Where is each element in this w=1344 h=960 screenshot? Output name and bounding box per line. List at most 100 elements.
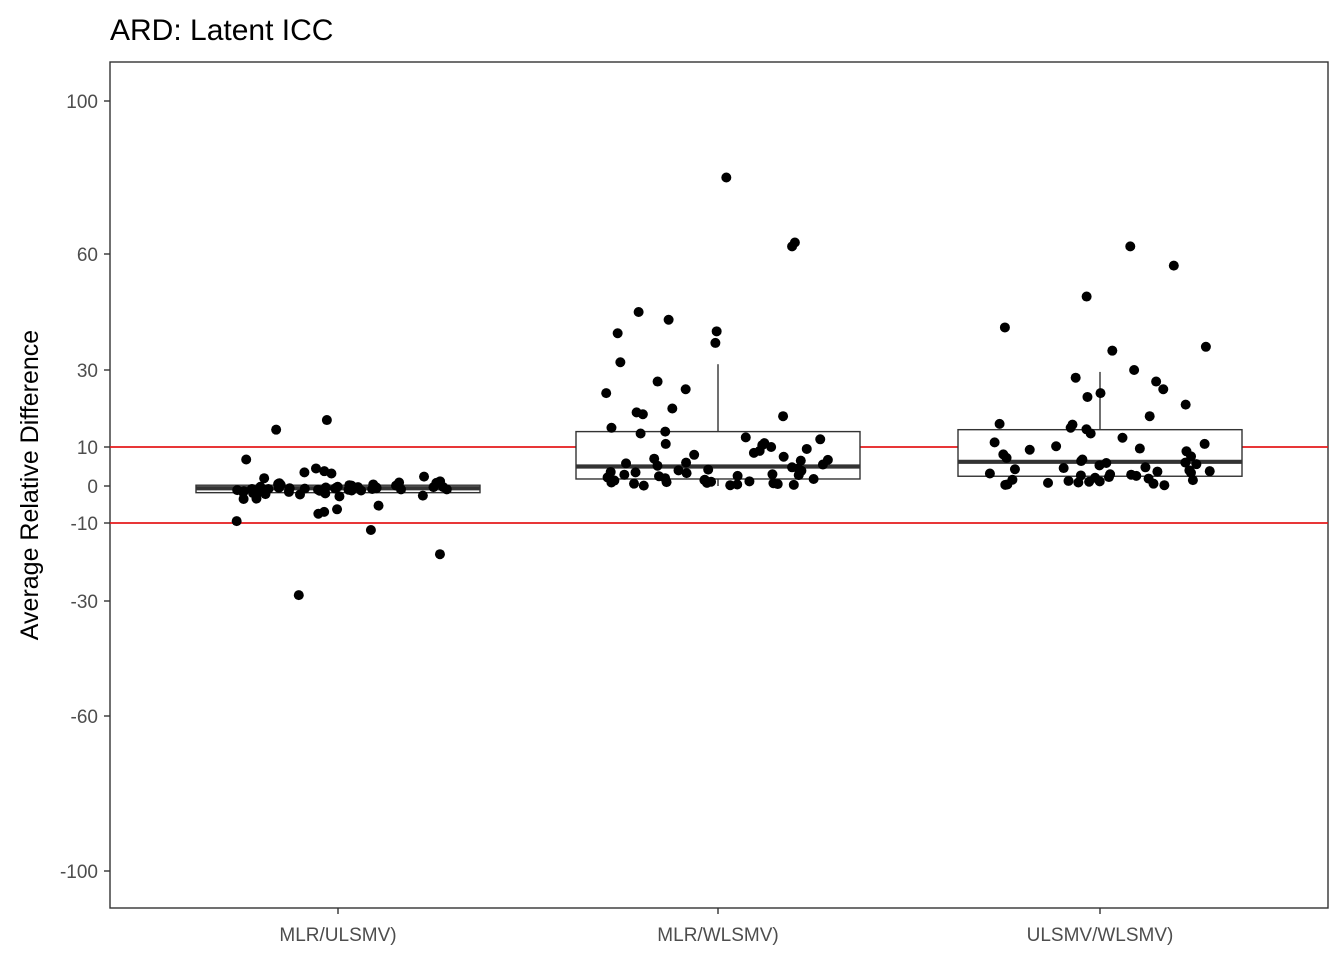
- data-point: [680, 384, 691, 395]
- data-point: [1204, 466, 1215, 477]
- data-point: [1184, 465, 1195, 476]
- data-point: [1140, 462, 1151, 473]
- y-tick-label: -100: [60, 862, 98, 883]
- data-point: [1105, 469, 1116, 480]
- data-point: [1094, 460, 1105, 471]
- data-point: [1168, 260, 1179, 271]
- data-point: [654, 471, 665, 482]
- data-point: [637, 409, 648, 420]
- data-point: [609, 475, 620, 486]
- data-point: [273, 482, 284, 493]
- data-point: [661, 477, 672, 488]
- data-point: [1125, 241, 1136, 252]
- data-point: [808, 473, 819, 484]
- data-point: [795, 455, 806, 466]
- data-point: [1095, 388, 1106, 399]
- data-point: [1094, 476, 1105, 487]
- data-point: [259, 473, 270, 484]
- data-point: [1131, 470, 1142, 481]
- data-point: [1144, 411, 1155, 422]
- data-point: [984, 468, 995, 479]
- data-point: [1076, 456, 1087, 467]
- data-point: [417, 490, 428, 501]
- data-point: [299, 467, 310, 478]
- data-point: [630, 467, 641, 478]
- data-point: [612, 328, 623, 339]
- data-point: [778, 411, 789, 422]
- data-point: [660, 426, 671, 437]
- data-point: [615, 357, 626, 368]
- data-point: [815, 434, 826, 445]
- data-point: [689, 449, 700, 460]
- data-point: [788, 479, 799, 490]
- data-point: [1134, 443, 1145, 454]
- data-point: [271, 424, 282, 435]
- data-point: [796, 465, 807, 476]
- data-point: [1187, 475, 1198, 486]
- y-tick-label: -60: [71, 707, 98, 728]
- data-point: [343, 484, 354, 495]
- data-point: [1117, 432, 1128, 443]
- data-point: [320, 482, 331, 493]
- data-point: [673, 465, 684, 476]
- data-point: [419, 471, 430, 482]
- data-point: [1009, 464, 1020, 475]
- data-point: [778, 451, 789, 462]
- data-point: [767, 469, 778, 480]
- data-point: [621, 458, 632, 469]
- data-point: [768, 478, 779, 489]
- jitter-points: [231, 172, 1215, 601]
- data-point: [1181, 446, 1192, 457]
- data-point: [711, 326, 722, 337]
- data-point: [241, 454, 252, 465]
- data-point: [994, 418, 1005, 429]
- data-point: [1075, 470, 1086, 481]
- x-tick-label: MLR/WLSMV): [657, 925, 778, 946]
- y-tick-label: 60: [77, 245, 98, 266]
- y-tick-label: 0: [87, 477, 98, 498]
- data-point: [434, 549, 445, 560]
- data-point: [681, 457, 692, 468]
- data-point: [999, 322, 1010, 333]
- data-point: [1085, 428, 1096, 439]
- data-point: [330, 483, 341, 494]
- data-point: [1180, 399, 1191, 410]
- y-tick-label: 100: [66, 92, 98, 113]
- data-point: [635, 428, 646, 439]
- data-point: [606, 422, 617, 433]
- data-point: [373, 500, 384, 511]
- y-tick-label: 30: [77, 361, 98, 382]
- data-point: [667, 403, 678, 414]
- data-point: [1152, 466, 1163, 477]
- data-point: [1081, 291, 1092, 302]
- data-point: [1143, 473, 1154, 484]
- data-point: [601, 388, 612, 399]
- data-point: [365, 525, 376, 536]
- data-point: [801, 443, 812, 454]
- data-point: [638, 480, 649, 491]
- data-point: [1129, 365, 1140, 375]
- data-point: [1063, 475, 1074, 486]
- data-point: [1043, 477, 1054, 488]
- data-point: [1024, 444, 1035, 455]
- data-point: [283, 486, 294, 497]
- data-point: [231, 516, 242, 527]
- data-point: [441, 484, 452, 495]
- data-point: [1051, 441, 1062, 452]
- data-point: [710, 337, 721, 348]
- data-point: [1000, 479, 1011, 490]
- data-point: [263, 483, 274, 494]
- data-point: [660, 438, 671, 449]
- y-axis-label: Average Relative Difference: [16, 330, 44, 640]
- data-point: [652, 376, 663, 387]
- box-2: [575, 364, 861, 486]
- data-point: [367, 483, 378, 494]
- y-tick-label: -30: [71, 592, 98, 613]
- data-point: [1191, 459, 1202, 470]
- data-point: [633, 307, 644, 317]
- data-point: [1159, 480, 1170, 491]
- data-point: [629, 478, 640, 489]
- data-point: [721, 172, 732, 183]
- data-point: [319, 466, 330, 477]
